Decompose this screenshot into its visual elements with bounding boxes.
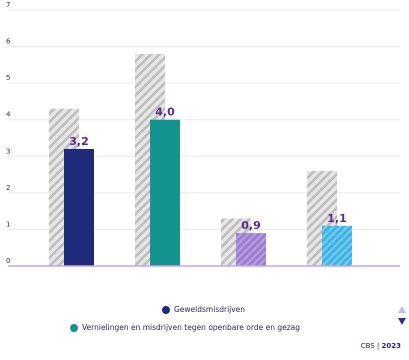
y-tick-label: 4 bbox=[6, 111, 11, 119]
y-tick-label: 7 bbox=[6, 1, 10, 9]
y-tick-label: 2 bbox=[6, 184, 10, 192]
y-tick-label: 0 bbox=[6, 257, 10, 265]
bar-chart: 0 1 2 3 4 5 6 7 3,2 4,0 0,9 1,1 bbox=[6, 1, 400, 267]
legend-label: Geweldsmisdrijven bbox=[174, 305, 246, 314]
legend-item-geweldsmisdrijven[interactable]: Geweldsmisdrijven bbox=[162, 305, 245, 314]
y-tick-label: 1 bbox=[6, 220, 10, 228]
source-credit: CBS | 2023 bbox=[361, 342, 401, 350]
source-year: 2023 bbox=[381, 342, 401, 350]
y-tick-label: 3 bbox=[6, 147, 10, 155]
y-tick-label: 5 bbox=[6, 74, 10, 82]
legend-item-vernielingen[interactable]: Vernielingen en misdrijven tegen openbar… bbox=[70, 323, 300, 332]
data-bar[interactable] bbox=[236, 233, 266, 266]
data-label: 1,1 bbox=[327, 212, 347, 225]
source-org: CBS bbox=[360, 342, 375, 350]
data-bar[interactable] bbox=[322, 225, 352, 266]
legend-label: Vernielingen en misdrijven tegen openbar… bbox=[82, 323, 301, 332]
data-label: 3,2 bbox=[69, 135, 89, 148]
arrow-up-icon[interactable] bbox=[398, 306, 406, 313]
y-tick-label: 6 bbox=[6, 38, 11, 46]
data-label: 4,0 bbox=[155, 106, 175, 119]
data-bar[interactable] bbox=[150, 119, 180, 266]
data-bar[interactable] bbox=[64, 148, 94, 266]
arrow-down-icon[interactable] bbox=[398, 318, 406, 325]
legend-dot-icon bbox=[70, 323, 78, 332]
data-label: 0,9 bbox=[241, 219, 261, 232]
legend-dot-icon bbox=[162, 305, 170, 314]
source-separator: | bbox=[374, 342, 382, 350]
